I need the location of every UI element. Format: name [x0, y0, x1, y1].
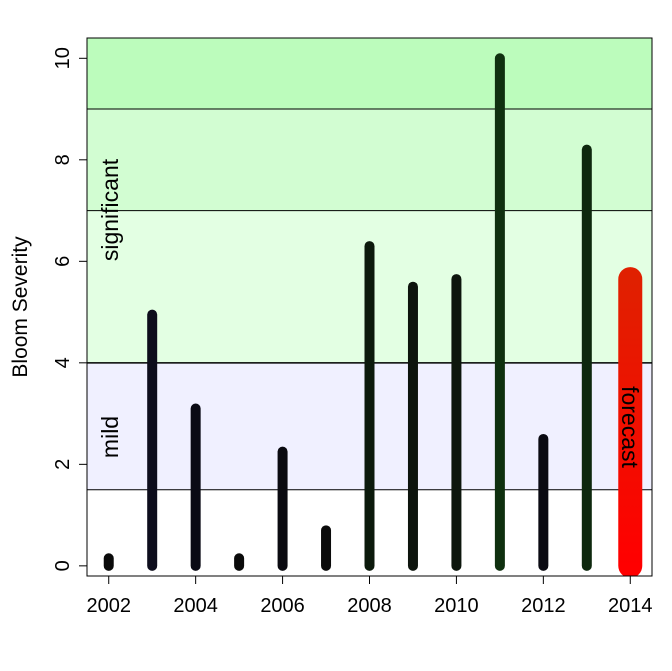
severity-band [87, 38, 652, 110]
x-tick-label: 2012 [521, 595, 566, 617]
x-tick-label: 2008 [347, 595, 392, 617]
y-tick-label: 4 [52, 357, 74, 368]
severity-band [87, 109, 652, 211]
band-label-mild: mild [97, 416, 123, 458]
y-tick-label: 10 [52, 47, 74, 69]
band-labels: significant mild forecast [97, 158, 643, 468]
x-tick-label: 2002 [86, 595, 131, 617]
y-tick-label: 8 [52, 154, 74, 165]
band-label-significant: significant [97, 158, 123, 261]
forecast-label: forecast [617, 386, 643, 468]
y-tick-label: 0 [52, 560, 74, 571]
axes: 2002 2004 2006 2008 2010 2012 2014 0 2 4 6 8 10 [52, 47, 653, 617]
bars [103, 53, 643, 576]
y-tick-label: 2 [52, 459, 74, 470]
x-tick-label: 2010 [434, 595, 479, 617]
y-tick-label: 6 [52, 256, 74, 267]
x-tick-label: 2014 [608, 595, 653, 617]
x-tick-label: 2006 [260, 595, 305, 617]
y-axis-title: Bloom Severity [9, 236, 32, 378]
x-tick-label: 2004 [173, 595, 218, 617]
